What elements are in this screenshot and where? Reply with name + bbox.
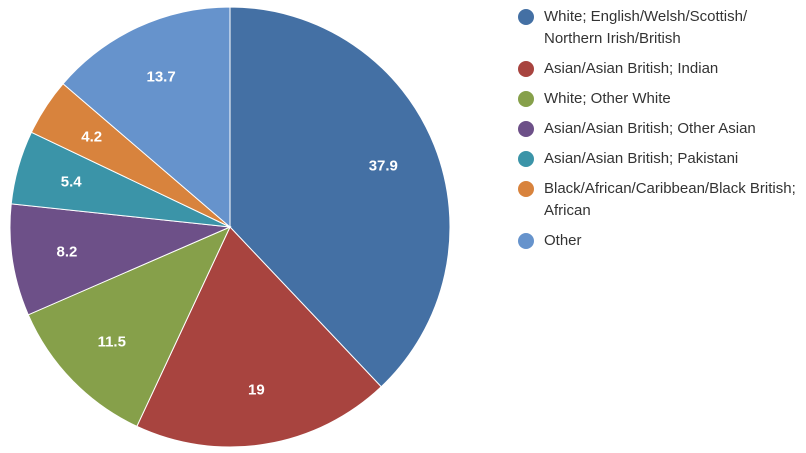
legend-swatch (518, 61, 534, 77)
legend-label: White; Other White (544, 90, 671, 107)
legend-swatch (518, 151, 534, 167)
pie-slice (136, 226, 382, 448)
legend-item: Other (512, 230, 806, 252)
legend-item: Black/African/Caribbean/Black British; A… (512, 178, 806, 222)
pie-slice (229, 6, 451, 388)
slice-value-label: 4.2 (81, 128, 102, 145)
legend-label: Black/African/Caribbean/Black British; A… (544, 180, 796, 219)
legend-item: Asian/Asian British; Other Asian (512, 118, 806, 140)
legend-label: Asian/Asian British; Other Asian (544, 120, 756, 137)
pie-slice (9, 203, 232, 316)
pie-chart-plot: 37.9 19 11.5 8.2 5.4 4.2 13.7 (9, 6, 451, 448)
legend-swatch (518, 9, 534, 25)
slice-value-label: 11.5 (98, 334, 126, 351)
legend-swatch (518, 233, 534, 249)
pie-slice (27, 226, 232, 427)
legend-item: White; English/Welsh/Scottish/ Northern … (512, 6, 806, 50)
slice-value-label: 13.7 (146, 69, 175, 86)
slice-value-label: 5.4 (61, 174, 83, 191)
slice-value-label: 19 (248, 381, 265, 398)
legend-item: Asian/Asian British; Pakistani (512, 148, 806, 170)
legend-label: White; English/Welsh/Scottish/ Northern … (544, 8, 748, 47)
chart-legend: White; English/Welsh/Scottish/ Northern … (512, 6, 806, 260)
slice-value-label: 8.2 (56, 244, 77, 261)
legend-label: Asian/Asian British; Pakistani (544, 150, 739, 167)
legend-swatch (518, 91, 534, 107)
legend-swatch (518, 121, 534, 137)
legend-item: Asian/Asian British; Indian (512, 58, 806, 80)
legend-item: White; Other White (512, 88, 806, 110)
legend-label: Other (544, 232, 582, 249)
slice-value-label: 37.9 (369, 157, 398, 174)
pie-slice (62, 6, 231, 229)
legend-swatch (518, 181, 534, 197)
legend-label: Asian/Asian British; Indian (544, 60, 719, 77)
